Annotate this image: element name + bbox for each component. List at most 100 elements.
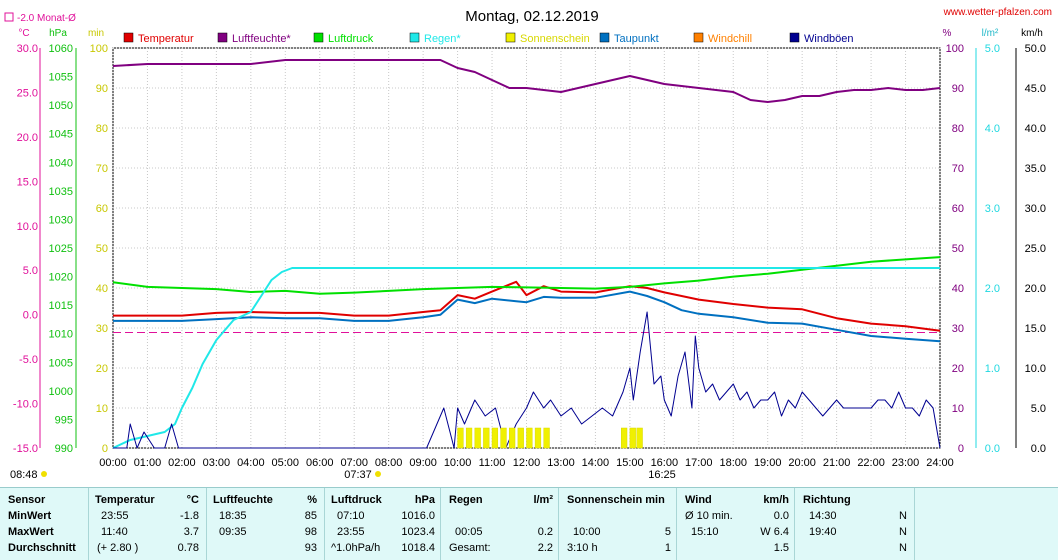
row-label-avg: Durchschnitt (8, 542, 76, 554)
weather-chart: Montag, 02.12.2019 www.wetter-pfalzen.co… (4, 7, 1052, 481)
wind-max-time: 15:10 (691, 526, 719, 538)
legend-label: Windböen (804, 33, 854, 45)
legend-swatch (505, 32, 516, 43)
row-label-max: MaxWert (8, 526, 54, 538)
humidity-tick-label: 60 (952, 203, 964, 215)
sunrise-label: 07:37 (344, 469, 372, 481)
rain-tick-label: 5.0 (985, 43, 1000, 55)
temp-tick-label: -15.0 (13, 443, 38, 455)
press-max-time: 23:55 (337, 526, 365, 538)
temp-avg-time: (+ 2.80 ) (97, 542, 139, 554)
unit-temp: °C (18, 28, 29, 39)
x-tick-label: 24:00 (926, 457, 954, 469)
x-tick-label: 01:00 (134, 457, 162, 469)
temp-avg-val: 0.78 (177, 542, 199, 554)
sun-max-time: 10:00 (573, 526, 601, 538)
right-axes: 10090807060504030201005.04.03.02.01.00.0… (946, 43, 1046, 455)
header-regen: Regen (449, 494, 483, 506)
temp-tick-label: 25.0 (17, 87, 38, 99)
month-avg-label: -2.0 Monat-Ø (17, 13, 76, 24)
sunshine-bar (509, 427, 516, 449)
left-axes: 30.0 25.0 20.0 15.0 10.0 5.0 0.0 -5.0 -10.0 -15.0… (13, 43, 108, 455)
x-tick-label: 11:00 (479, 457, 506, 469)
legend-swatch (599, 32, 610, 43)
x-tick-label: 07:00 (340, 457, 368, 469)
wind-tick-label: 10.0 (1025, 363, 1046, 375)
header-feuchte: Luftfeuchte (213, 494, 273, 506)
wind-tick-label: 30.0 (1025, 203, 1046, 215)
x-tick-label: 16:00 (651, 457, 679, 469)
sun-tick-label: 100 (90, 43, 108, 55)
header-temperatur: Temperatur (95, 494, 155, 506)
sunshine-bar (474, 427, 481, 449)
x-tick-label: 05:00 (272, 457, 300, 469)
header-sonne: Sonnenschein min (567, 494, 665, 506)
sunshine-bar (491, 427, 499, 449)
website-label: www.wetter-pfalzen.com (943, 7, 1052, 18)
pressure-tick-label: 1015 (49, 300, 73, 312)
sunshine-bar (636, 427, 643, 449)
unit-sun: min (88, 28, 104, 39)
legend-label: Windchill (708, 33, 752, 45)
humidity-tick-label: 50 (952, 243, 964, 255)
x-tick-label: 06:00 (306, 457, 334, 469)
wind-tick-label: 0.0 (1031, 443, 1046, 455)
sunshine-bar (465, 427, 473, 449)
header-richtung: Richtung (803, 494, 851, 506)
x-tick-label: 02:00 (168, 457, 196, 469)
rain-tick-label: 1.0 (985, 363, 1000, 375)
wind-min-time: Ø 10 min. (685, 510, 733, 522)
pressure-tick-label: 1020 (49, 272, 73, 284)
pressure-tick-label: 1030 (49, 214, 73, 226)
legend-label: Taupunkt (614, 33, 659, 45)
humidity-tick-label: 80 (952, 123, 964, 135)
temp-tick-label: 15.0 (17, 176, 38, 188)
legend-swatch (313, 32, 324, 43)
daylength-sun-icon (41, 471, 47, 477)
humidity-tick-label: 10 (952, 403, 964, 415)
rain-avg-time: Gesamt: (449, 542, 491, 554)
series-luftdruck-line (112, 256, 941, 295)
sun-tick-label: 10 (96, 403, 108, 415)
sunshine-bar (526, 427, 533, 449)
sun-avg-time: 3:10 h (567, 542, 598, 554)
rain-tick-label: 0.0 (985, 443, 1000, 455)
sunshine-bar (457, 427, 464, 449)
unit-wind: km/h (1021, 28, 1043, 39)
sunset-label: 16:25 (648, 469, 676, 481)
daylength-label: 08:48 (10, 469, 38, 481)
sunshine-bar (543, 427, 550, 449)
temp-tick-label: 20.0 (17, 132, 38, 144)
sunshine-bar (500, 427, 507, 449)
temp-max-val: 3.7 (183, 526, 199, 538)
humidity-tick-label: 100 (946, 43, 964, 55)
legend-swatch (123, 32, 134, 43)
x-tick-label: 08:00 (375, 457, 403, 469)
x-tick-label: 09:00 (409, 457, 437, 469)
humidity-tick-label: 0 (958, 443, 964, 455)
x-tick-label: 04:00 (237, 457, 265, 469)
dir-min-val: N (899, 510, 907, 522)
humidity-tick-label: 20 (952, 363, 964, 375)
x-tick-label: 21:00 (823, 457, 851, 469)
hum-min-time: 18:35 (219, 510, 247, 522)
hum-max-time: 09:35 (219, 526, 247, 538)
series-luftfeuchte-line (112, 59, 941, 103)
hum-min-val: 85 (304, 510, 317, 522)
x-tick-label: 20:00 (788, 457, 816, 469)
chart-title: Montag, 02.12.2019 (465, 8, 598, 25)
x-tick-label: 00:00 (99, 457, 127, 469)
pressure-tick-label: 1010 (49, 329, 73, 341)
wind-max-val: W 6.4 (760, 526, 789, 538)
hum-max-val: 98 (304, 526, 317, 538)
series-windböen-line (113, 311, 941, 449)
pressure-tick-label: 1060 (49, 43, 73, 55)
legend-swatch (693, 32, 704, 43)
press-avg-val: 1018.4 (401, 542, 435, 554)
dir-avg-val: N (899, 542, 907, 554)
row-label-min: MinWert (8, 510, 52, 522)
sunshine-bar (534, 427, 542, 449)
sunshine-bar (483, 427, 490, 449)
rain-avg-val: 2.2 (537, 542, 553, 554)
plot-area (112, 59, 941, 449)
